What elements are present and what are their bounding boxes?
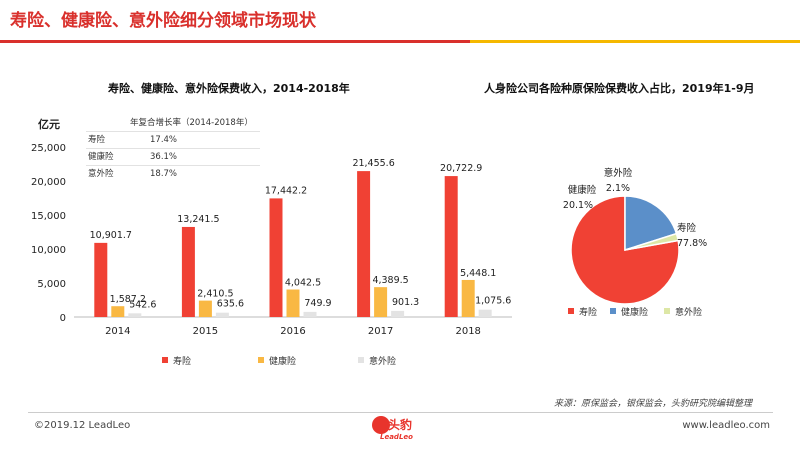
data-label: 5,448.1 <box>460 268 496 279</box>
brand-name-en: LeadLeo <box>380 433 413 441</box>
data-label: 901.3 <box>392 297 419 308</box>
y-tick-label: 0 <box>60 313 66 324</box>
legend-swatch <box>568 308 574 314</box>
cagr-name: 寿险 <box>88 135 106 145</box>
legend-item-life: 寿险 <box>568 305 597 318</box>
cagr-name: 意外险 <box>88 169 114 179</box>
legend-item-accident: 意外险 <box>664 305 702 318</box>
cagr-value: 36.1% <box>150 152 178 162</box>
copyright: ©2019.12 LeadLeo <box>34 420 131 431</box>
bar <box>461 279 475 317</box>
legend-item-life: 寿险 <box>162 354 191 367</box>
data-label: 17,442.2 <box>265 185 307 196</box>
bar <box>444 176 458 317</box>
brand-logo: 头豹 LeadLeo <box>372 416 416 444</box>
data-label: 13,241.5 <box>177 214 219 225</box>
data-label: 635.6 <box>217 299 244 310</box>
header-divider-red <box>0 40 470 43</box>
data-label: 1,075.6 <box>475 296 511 307</box>
data-label: 4,042.5 <box>285 278 321 289</box>
bar-chart-title: 寿险、健康险、意外险保费收入，2014-2018年 <box>108 82 350 95</box>
cagr-table-header: 年复合增长率（2014-2018年） <box>130 118 253 128</box>
bar <box>374 287 388 317</box>
x-tick-label: 2015 <box>193 326 218 337</box>
legend-label: 健康险 <box>269 357 297 367</box>
data-label: 542.6 <box>129 299 156 310</box>
pie-label-name: 寿险 <box>677 222 697 234</box>
bar <box>111 306 125 317</box>
bar <box>269 198 283 317</box>
legend-label: 寿险 <box>173 357 192 367</box>
y-axis-unit: 亿元 <box>38 118 60 131</box>
bar <box>478 309 492 317</box>
y-tick-label: 15,000 <box>31 211 66 222</box>
legend-swatch <box>610 308 616 314</box>
bar <box>303 311 317 317</box>
legend-swatch <box>358 357 364 363</box>
y-tick-label: 25,000 <box>31 143 66 154</box>
pie-chart-title: 人身险公司各险种原保险保费收入占比，2019年1-9月 <box>484 82 755 95</box>
source-note: 来源：原保监会，银保监会，头豹研究院编辑整理 <box>553 399 752 409</box>
bar <box>286 289 300 317</box>
bar <box>215 312 229 317</box>
pie-label-value: 20.1% <box>563 200 593 211</box>
y-tick-label: 5,000 <box>37 279 66 290</box>
leopard-icon <box>372 416 390 434</box>
cagr-row: 意外险 18.7% <box>86 165 260 182</box>
bar <box>181 226 195 317</box>
bar <box>94 242 108 317</box>
legend-label: 寿险 <box>579 308 598 318</box>
x-tick-label: 2014 <box>105 326 130 337</box>
cagr-row: 寿险 17.4% <box>86 131 260 148</box>
legend-label: 意外险 <box>675 308 703 318</box>
data-label: 2,410.5 <box>197 289 233 300</box>
legend-item-health: 健康险 <box>258 354 296 367</box>
cagr-name: 健康险 <box>88 152 114 162</box>
pie-slice <box>624 195 678 252</box>
footer-divider <box>28 412 773 413</box>
bar <box>391 310 405 317</box>
pie-label-value: 2.1% <box>606 183 630 194</box>
data-label: 4,389.5 <box>372 275 408 286</box>
pie-label-value: 77.8% <box>677 238 707 249</box>
pie-label-name: 健康险 <box>568 184 597 196</box>
bar <box>357 171 371 317</box>
legend-item-health: 健康险 <box>610 305 648 318</box>
data-label: 749.9 <box>304 298 331 309</box>
data-label: 1,587.2 <box>110 294 146 305</box>
cagr-table: 年复合增长率（2014-2018年） 寿险 17.4% 健康险 36.1% 意外… <box>86 116 260 182</box>
x-tick-label: 2018 <box>455 326 480 337</box>
legend-label: 意外险 <box>369 357 397 367</box>
website-link[interactable]: www.leadleo.com <box>682 420 770 431</box>
legend-swatch <box>664 308 670 314</box>
cagr-value: 17.4% <box>150 135 178 145</box>
y-tick-label: 10,000 <box>31 245 66 256</box>
legend-swatch <box>162 357 168 363</box>
page-title: 寿险、健康险、意外险细分领域市场现状 <box>10 11 316 31</box>
legend-label: 健康险 <box>621 308 649 318</box>
cagr-row: 健康险 36.1% <box>86 148 260 165</box>
legend-swatch <box>258 357 264 363</box>
data-label: 20,722.9 <box>440 163 482 174</box>
data-label: 10,901.7 <box>90 230 132 241</box>
bar <box>198 300 212 317</box>
cagr-value: 18.7% <box>150 169 178 179</box>
legend-item-accident: 意外险 <box>358 354 396 367</box>
bar <box>128 313 142 317</box>
x-tick-label: 2017 <box>368 326 393 337</box>
header-divider-gold <box>470 40 800 43</box>
x-tick-label: 2016 <box>280 326 305 337</box>
data-label: 21,455.6 <box>352 158 394 169</box>
pie-label-name: 意外险 <box>604 167 633 179</box>
y-tick-label: 20,000 <box>31 177 66 188</box>
brand-name-cn: 头豹 <box>388 418 413 432</box>
pie-slice <box>624 232 680 251</box>
